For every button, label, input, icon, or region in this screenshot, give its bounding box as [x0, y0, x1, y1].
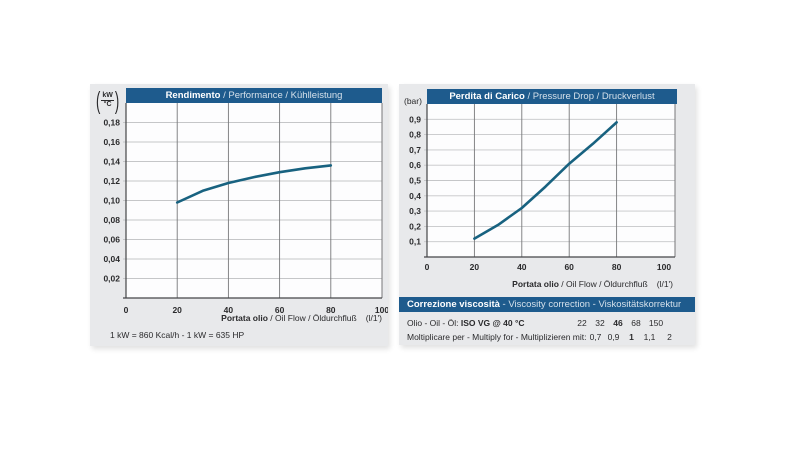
svg-text:0,1: 0,1 [409, 237, 421, 247]
svg-text:0,7: 0,7 [409, 145, 421, 155]
multiplier-value: 0,9 [607, 331, 620, 342]
svg-text:40: 40 [517, 262, 527, 272]
title-bold-text: Perdita di Carico [449, 91, 525, 102]
svg-text:0,04: 0,04 [103, 254, 120, 264]
viscosity-grade-values: 22 32 46 68 150 [573, 318, 667, 328]
svg-text:0,08: 0,08 [103, 215, 120, 225]
unit-numerator: kW [101, 91, 114, 101]
unit-denominator: °C [103, 100, 112, 108]
svg-text:0,9: 0,9 [409, 114, 421, 124]
svg-text:0,02: 0,02 [103, 274, 120, 284]
multiplier-value-reference: 1 [629, 331, 634, 342]
multiplier-value: 2 [667, 331, 672, 342]
y-axis-unit-kw-per-degc: ( kW °C ) [96, 85, 120, 115]
svg-text:60: 60 [564, 262, 574, 272]
svg-text:0,16: 0,16 [103, 137, 120, 147]
paren-close: ) [114, 85, 120, 115]
pressure-drop-chart: 0,1 0,2 0,3 0,4 0,5 0,6 0,7 0,8 0,9 0 20 40 60 80 100 [409, 104, 676, 272]
grade-value: 22 [577, 317, 587, 328]
viscosity-grade-row: Olio - Oil - Öl: ISO VG @ 40 °C 22 32 46… [399, 316, 695, 329]
svg-text:0,5: 0,5 [409, 176, 421, 186]
x-caption-unit: (l/1') [656, 279, 673, 289]
oil-grade-label-bold: ISO VG @ 40 °C [460, 317, 525, 328]
header-rest-text: - Viscosity correction - Viskositätskorr… [499, 299, 682, 310]
svg-text:0,12: 0,12 [103, 176, 120, 186]
multiplier-values: 0,7 0,9 1 1,1 2 [587, 332, 681, 342]
grade-value: 32 [595, 317, 605, 328]
grade-value: 68 [631, 317, 641, 328]
pressure-drop-chart-title: Perdita di Carico / Pressure Drop / Druc… [427, 89, 677, 104]
svg-text:0,14: 0,14 [103, 157, 120, 167]
svg-text:0,3: 0,3 [409, 206, 421, 216]
svg-text:80: 80 [612, 262, 622, 272]
paren-open: ( [96, 85, 101, 115]
svg-text:0: 0 [425, 262, 430, 272]
performance-panel: ( kW °C ) Rendimento / Performance / Küh… [90, 84, 388, 346]
svg-text:60: 60 [275, 305, 285, 315]
multiplier-value: 1,1 [643, 331, 656, 342]
conversion-footnote: 1 kW = 860 Kcal/h - 1 kW = 635 HP [110, 330, 245, 340]
oil-grade-label-normal: Olio - Oil - Öl: [407, 317, 461, 328]
header-bold-text: Correzione viscosità [407, 299, 500, 310]
svg-text:20: 20 [470, 262, 480, 272]
grade-value-reference: 46 [613, 317, 623, 328]
performance-chart-title: Rendimento / Performance / Kühlleistung [126, 88, 382, 103]
x-caption-rest: / Oil Flow / Öldurchfluß [267, 313, 357, 323]
title-rest-text: / Performance / Kühlleistung [220, 90, 343, 101]
multiplier-label: Moltiplicare per - Multiply for - Multip… [407, 331, 587, 342]
x-caption-bold: Portata olio [221, 313, 268, 323]
x-caption-rest: / Oil Flow / Öldurchfluß [558, 279, 648, 289]
svg-text:0,18: 0,18 [103, 118, 120, 128]
pressure-drop-panel: (bar) Perdita di Carico / Pressure Drop … [399, 84, 695, 345]
performance-chart: 0,02 0,04 0,06 0,08 0,10 0,12 0,14 0,16 0,18 0 20 4… [103, 103, 388, 315]
title-bold-text: Rendimento [165, 90, 221, 101]
svg-text:0,8: 0,8 [409, 130, 421, 140]
multiplier-row: Moltiplicare per - Multiply for - Multip… [399, 330, 695, 343]
svg-text:0,10: 0,10 [103, 196, 120, 206]
viscosity-correction-header: Correzione viscosità - Viscosity correct… [399, 297, 695, 312]
svg-text:0: 0 [124, 305, 129, 315]
x-axis-caption: Portata olio / Oil Flow / Öldurchfluß (l/… [512, 279, 673, 289]
x-caption-unit: (l/1') [365, 313, 382, 323]
multiplier-value: 0,7 [589, 331, 602, 342]
svg-text:100: 100 [657, 262, 671, 272]
oil-grade-label: Olio - Oil - Öl: ISO VG @ 40 °C [399, 318, 573, 328]
grade-value: 150 [648, 317, 664, 328]
svg-text:40: 40 [224, 305, 234, 315]
unit-fraction: kW °C [101, 92, 114, 109]
title-rest-text: / Pressure Drop / Druckverlust [524, 91, 655, 102]
svg-text:0,4: 0,4 [409, 191, 421, 201]
svg-text:80: 80 [326, 305, 336, 315]
svg-text:0,6: 0,6 [409, 160, 421, 170]
svg-text:0,2: 0,2 [409, 221, 421, 231]
y-axis-unit-bar: (bar) [404, 96, 422, 106]
svg-text:100: 100 [375, 305, 388, 315]
svg-text:20: 20 [172, 305, 182, 315]
svg-text:0,06: 0,06 [103, 235, 120, 245]
x-caption-bold: Portata olio [512, 279, 559, 289]
x-axis-caption: Portata olio / Oil Flow / Öldurchfluß (l/… [221, 313, 382, 323]
